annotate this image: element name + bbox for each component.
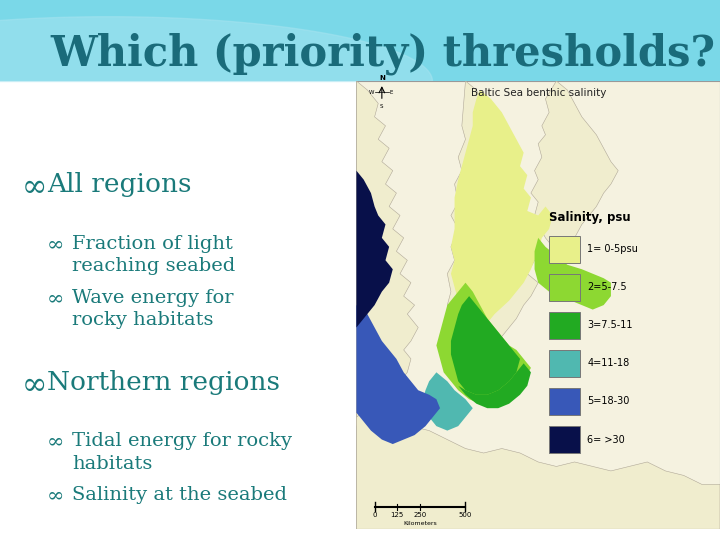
Polygon shape (531, 81, 618, 260)
Text: 125: 125 (391, 512, 404, 518)
Text: ∞: ∞ (47, 235, 64, 254)
Polygon shape (451, 90, 553, 336)
Text: 6= >30: 6= >30 (588, 435, 625, 444)
FancyBboxPatch shape (0, 81, 720, 540)
Text: ∞: ∞ (22, 172, 47, 204)
Text: E: E (390, 90, 393, 94)
Text: Which (priority) thresholds?: Which (priority) thresholds? (50, 33, 716, 75)
FancyBboxPatch shape (0, 0, 720, 81)
Polygon shape (458, 363, 531, 408)
Text: Tidal energy for rocky
habitats: Tidal energy for rocky habitats (72, 433, 292, 472)
Text: N: N (379, 75, 384, 81)
Text: All regions: All regions (47, 172, 192, 198)
Polygon shape (356, 171, 393, 327)
Text: 5=18-30: 5=18-30 (588, 396, 630, 407)
FancyBboxPatch shape (549, 350, 580, 377)
Text: Kilometers: Kilometers (403, 521, 437, 526)
Text: 2=5-7.5: 2=5-7.5 (588, 282, 627, 292)
Text: 500: 500 (459, 512, 472, 518)
Text: Wave energy for
rocky habitats: Wave energy for rocky habitats (72, 289, 233, 329)
Text: Salinity at the seabed: Salinity at the seabed (72, 486, 287, 504)
Text: 1= 0-5psu: 1= 0-5psu (588, 244, 638, 254)
FancyBboxPatch shape (356, 81, 720, 529)
Polygon shape (451, 296, 520, 395)
Text: Baltic Sea benthic salinity: Baltic Sea benthic salinity (470, 87, 606, 98)
Polygon shape (356, 305, 440, 444)
Text: 4=11-18: 4=11-18 (588, 359, 629, 368)
FancyBboxPatch shape (549, 312, 580, 339)
Text: 3=7.5-11: 3=7.5-11 (588, 320, 633, 330)
Polygon shape (447, 81, 539, 390)
Text: ∞: ∞ (22, 370, 47, 401)
Polygon shape (356, 404, 720, 529)
Text: Salinity, psu: Salinity, psu (549, 212, 631, 225)
FancyBboxPatch shape (549, 235, 580, 262)
Text: W: W (369, 90, 374, 94)
Polygon shape (356, 81, 418, 426)
Text: Fraction of light
reaching seabed: Fraction of light reaching seabed (72, 235, 235, 275)
Text: 0: 0 (372, 512, 377, 518)
FancyBboxPatch shape (549, 388, 580, 415)
Polygon shape (436, 283, 531, 404)
Text: 250: 250 (413, 512, 427, 518)
Text: S: S (380, 104, 384, 109)
Text: ∞: ∞ (47, 486, 64, 505)
FancyBboxPatch shape (549, 426, 580, 453)
Text: ∞: ∞ (47, 289, 64, 308)
Text: Northern regions: Northern regions (47, 370, 280, 395)
Text: ∞: ∞ (47, 433, 64, 451)
FancyBboxPatch shape (549, 274, 580, 301)
Polygon shape (534, 238, 611, 309)
Polygon shape (422, 373, 473, 430)
